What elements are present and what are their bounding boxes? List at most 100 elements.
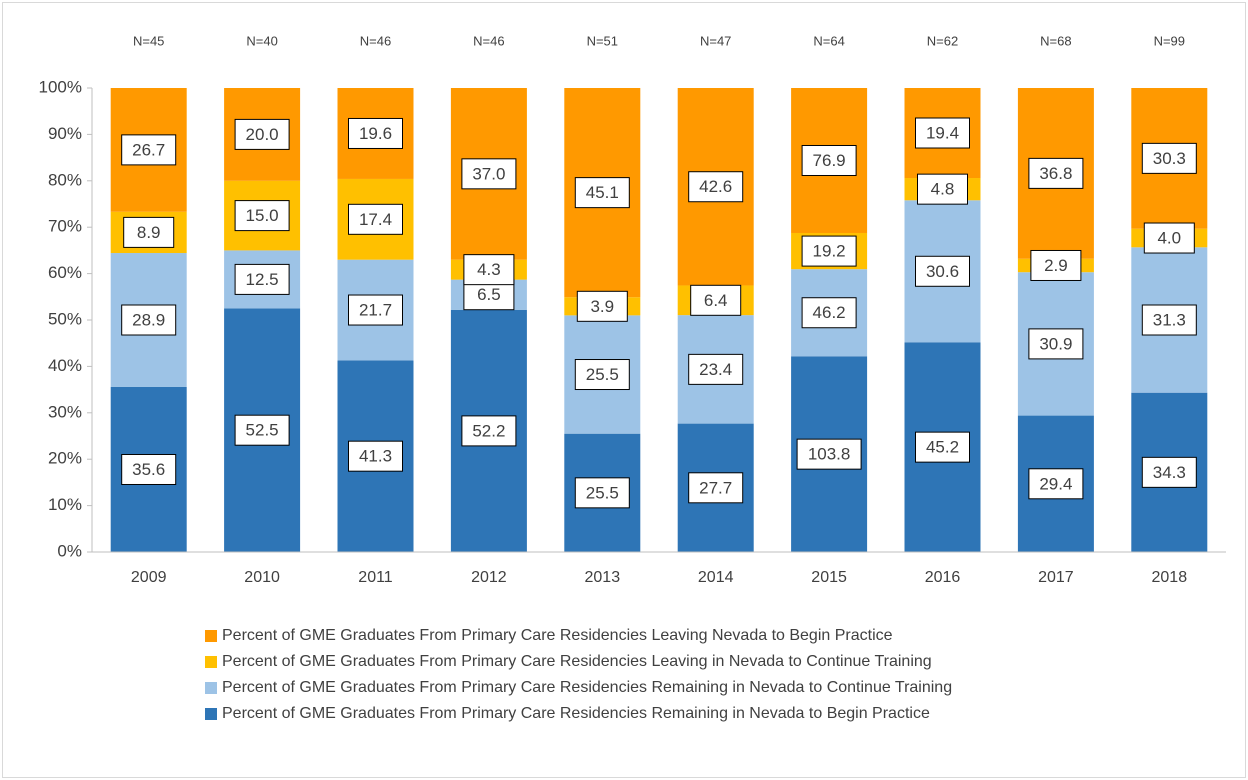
x-tick-label: 2018: [1152, 569, 1188, 586]
data-label: 3.9: [590, 297, 614, 316]
label-box: [234, 200, 290, 232]
label-box: [801, 297, 857, 329]
legend-swatch: [205, 656, 217, 668]
data-label: 15.0: [246, 206, 279, 225]
legend-swatch: [205, 682, 217, 694]
annotation: N=68: [1040, 33, 1071, 48]
label-box: [121, 304, 177, 336]
data-label: 103.8: [808, 445, 851, 464]
data-label: 36.8: [1039, 164, 1072, 183]
label-box: [690, 284, 742, 316]
label-box: [915, 117, 970, 149]
label-box: [121, 453, 177, 485]
y-tick-label: 50%: [48, 309, 82, 328]
label-box: [915, 255, 970, 287]
label-box: [688, 472, 744, 504]
label-box: [461, 415, 517, 447]
data-label: 30.3: [1153, 149, 1186, 168]
x-tick-label: 2017: [1038, 569, 1074, 586]
label-box: [576, 290, 628, 322]
data-label: 30.6: [926, 262, 959, 281]
label-box: [123, 216, 175, 248]
label-box: [1143, 222, 1195, 254]
data-label: 35.6: [132, 460, 165, 479]
data-label: 4.8: [931, 180, 955, 199]
label-box: [688, 171, 744, 203]
y-tick-label: 60%: [48, 263, 82, 282]
x-tick-label: 2014: [698, 569, 734, 586]
annotation: N=62: [927, 33, 958, 48]
x-tick-label: 2011: [358, 569, 393, 586]
data-label: 25.5: [586, 365, 619, 384]
data-label: 2.9: [1044, 256, 1068, 275]
legend-swatch: [205, 708, 217, 720]
annotation: N=64: [813, 33, 844, 48]
data-label: 45.2: [926, 438, 959, 457]
data-label: 37.0: [472, 164, 505, 183]
x-tick-label: 2009: [131, 569, 167, 586]
data-label: 30.9: [1039, 334, 1072, 353]
x-tick-label: 2010: [244, 569, 280, 586]
y-tick-label: 100%: [39, 77, 82, 96]
label-box: [574, 477, 630, 509]
annotation: N=46: [360, 33, 391, 48]
x-tick-label: 2016: [925, 569, 961, 586]
y-tick-label: 0%: [57, 541, 82, 560]
x-tick-label: 2013: [585, 569, 621, 586]
data-label: 4.3: [477, 260, 501, 279]
y-tick-label: 80%: [48, 170, 82, 189]
data-label: 23.4: [699, 360, 732, 379]
label-box: [348, 294, 403, 326]
legend-label: Percent of GME Graduates From Primary Ca…: [222, 705, 930, 722]
data-label: 6.5: [477, 285, 501, 304]
data-label: 76.9: [813, 151, 846, 170]
label-box: [121, 134, 177, 166]
label-box: [1141, 456, 1197, 488]
data-label: 4.0: [1157, 229, 1181, 248]
data-label: 42.6: [699, 177, 732, 196]
label-box: [234, 263, 290, 295]
data-label: 41.3: [359, 447, 392, 466]
annotation: N=45: [133, 33, 164, 48]
data-label: 45.1: [586, 183, 619, 202]
data-label: 8.9: [137, 223, 161, 242]
label-box: [1028, 157, 1084, 189]
label-box: [1141, 142, 1197, 174]
x-tick-label: 2015: [811, 569, 847, 586]
x-tick-label: 2012: [471, 569, 507, 586]
label-box: [915, 431, 970, 463]
y-tick-label: 90%: [48, 124, 82, 143]
legend-label: Percent of GME Graduates From Primary Ca…: [222, 627, 893, 644]
data-label: 34.3: [1153, 463, 1186, 482]
y-tick-label: 10%: [48, 495, 82, 514]
y-tick-label: 70%: [48, 217, 82, 236]
data-label: 12.5: [246, 270, 279, 289]
data-label: 19.4: [926, 123, 959, 142]
label-box: [1028, 468, 1084, 500]
data-label: 20.0: [246, 125, 279, 144]
label-box: [1030, 249, 1082, 281]
data-label: 17.4: [359, 210, 392, 229]
label-box: [688, 353, 744, 385]
legend-swatch: [205, 630, 217, 642]
label-box: [234, 118, 290, 150]
y-tick-label: 20%: [48, 449, 82, 468]
label-box: [348, 203, 403, 235]
legend-label: Percent of GME Graduates From Primary Ca…: [222, 679, 952, 696]
data-label: 29.4: [1039, 474, 1072, 493]
data-label: 21.7: [359, 301, 392, 320]
data-label: 52.2: [472, 421, 505, 440]
label-box: [796, 438, 862, 470]
label-box: [801, 144, 857, 176]
label-box: [348, 440, 403, 472]
label-box: [1141, 304, 1197, 336]
data-label: 46.2: [813, 303, 846, 322]
legend-label: Percent of GME Graduates From Primary Ca…: [222, 653, 932, 670]
label-box: [801, 235, 857, 267]
label-box: [574, 359, 630, 391]
label-box: [917, 173, 968, 205]
annotation: N=40: [246, 33, 277, 48]
label-box: [461, 158, 517, 190]
data-label: 25.5: [586, 483, 619, 502]
